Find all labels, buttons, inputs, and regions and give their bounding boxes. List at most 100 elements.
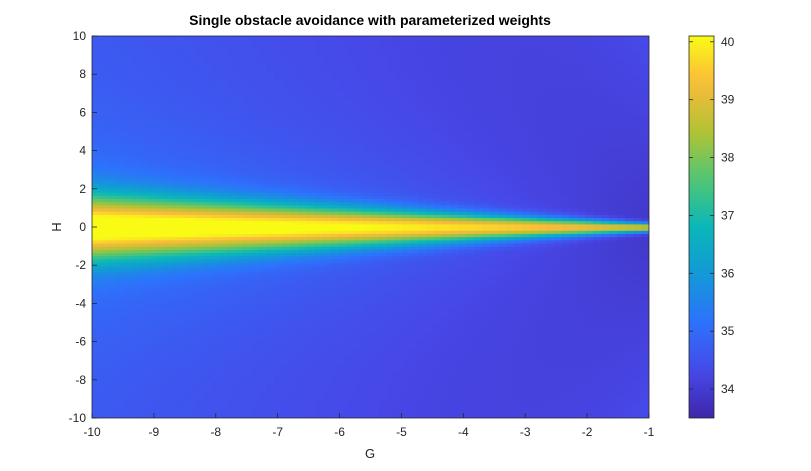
heatmap-cell (314, 265, 324, 269)
heatmap-cell (386, 405, 395, 410)
heatmap-cell (275, 179, 284, 184)
heatmap-cell (235, 379, 244, 384)
heatmap-cell (314, 169, 324, 174)
heatmap-cell (330, 277, 340, 282)
heatmap-cell (394, 322, 403, 327)
heatmap-cell (370, 182, 380, 187)
heatmap-cell (243, 268, 252, 273)
heatmap-cell (115, 398, 125, 403)
heatmap-cell (147, 300, 157, 304)
heatmap-cell (179, 115, 189, 120)
heatmap-cell (203, 347, 212, 352)
heatmap-cell (298, 252, 308, 257)
heatmap-cell (203, 67, 212, 72)
heatmap-cell (163, 281, 173, 285)
heatmap-cell (298, 93, 308, 98)
heatmap-cell (219, 322, 228, 327)
heatmap-cell (179, 204, 189, 209)
heatmap-cell (282, 236, 292, 241)
heatmap-cell (354, 335, 364, 340)
heatmap-cell (123, 125, 133, 129)
heatmap-cell (306, 102, 316, 107)
heatmap-cell (131, 137, 141, 142)
heatmap-cell (139, 236, 149, 241)
heatmap-cell (163, 236, 173, 241)
heatmap-cell (131, 188, 141, 193)
heatmap-cell (219, 309, 228, 314)
heatmap-cell (259, 246, 268, 250)
heatmap-cell (139, 284, 149, 289)
heatmap-cell (298, 287, 308, 292)
heatmap-cell (107, 61, 117, 66)
heatmap-cell (370, 55, 380, 59)
heatmap-cell (219, 363, 228, 368)
heatmap-cell (378, 36, 388, 40)
heatmap-cell (267, 242, 276, 247)
heatmap-cell (123, 386, 133, 390)
heatmap-cell (322, 220, 332, 225)
heatmap-cell (410, 58, 419, 63)
heatmap-cell (179, 274, 189, 279)
heatmap-cell (251, 134, 260, 139)
heatmap-cell (107, 214, 117, 219)
heatmap-cell (203, 112, 212, 117)
heatmap-cell (115, 86, 125, 91)
heatmap-cell (211, 300, 220, 304)
heatmap-cell (115, 64, 125, 69)
heatmap-cell (370, 195, 380, 199)
heatmap-cell (402, 236, 411, 241)
heatmap-cell (147, 67, 157, 72)
heatmap-cell (131, 99, 141, 104)
heatmap-cell (306, 328, 316, 333)
heatmap-cell (418, 328, 427, 333)
heatmap-cell (298, 233, 308, 238)
heatmap-cell (338, 51, 348, 56)
heatmap-cell (187, 389, 197, 394)
heatmap-cell (179, 36, 189, 40)
heatmap-cell (282, 106, 292, 110)
heatmap-cell (259, 354, 268, 359)
heatmap-cell (235, 230, 244, 234)
heatmap-cell (243, 71, 252, 75)
heatmap-cell (394, 284, 403, 289)
heatmap-cell (386, 290, 395, 295)
heatmap-cell (362, 160, 372, 164)
heatmap-cell (155, 367, 165, 371)
heatmap-cell (394, 255, 403, 260)
heatmap-cell (338, 204, 348, 209)
heatmap-cell (330, 386, 340, 390)
heatmap-cell (330, 332, 340, 336)
heatmap-cell (370, 144, 380, 149)
heatmap-cell (155, 169, 165, 174)
heatmap-cell (378, 201, 388, 206)
heatmap-cell (227, 319, 236, 324)
heatmap-cell (99, 284, 109, 289)
heatmap-cell (298, 255, 308, 260)
heatmap-cell (219, 271, 228, 276)
heatmap-cell (139, 376, 149, 381)
heatmap-cell (187, 166, 197, 171)
heatmap-cell (99, 150, 109, 155)
heatmap-cell (322, 386, 332, 390)
heatmap-cell (107, 67, 117, 72)
heatmap-cell (410, 39, 419, 43)
heatmap-cell (322, 90, 332, 94)
heatmap-cell (370, 274, 380, 279)
heatmap-cell (203, 297, 212, 301)
heatmap-cell (362, 223, 372, 228)
heatmap-cell (139, 55, 149, 59)
heatmap-cell (330, 96, 340, 101)
heatmap-cell (338, 408, 348, 413)
heatmap-cell (330, 36, 340, 40)
heatmap-cell (290, 166, 300, 171)
heatmap-cell (370, 360, 380, 365)
heatmap-cell (378, 160, 388, 164)
heatmap-cell (290, 150, 300, 155)
heatmap-cell (282, 217, 292, 222)
heatmap-cell (107, 109, 117, 113)
heatmap-cell (155, 112, 165, 117)
heatmap-cell (282, 367, 292, 371)
heatmap-cell (171, 360, 181, 365)
heatmap-cell (346, 306, 356, 311)
heatmap-cell (418, 408, 427, 413)
